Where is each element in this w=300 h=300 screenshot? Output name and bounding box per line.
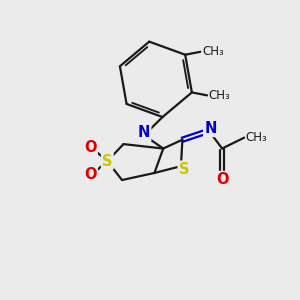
Text: O: O: [84, 140, 97, 155]
Text: CH₃: CH₃: [246, 131, 267, 144]
Text: S: S: [178, 162, 189, 177]
Text: S: S: [102, 154, 112, 169]
Text: N: N: [204, 121, 217, 136]
Text: O: O: [84, 167, 97, 182]
Text: N: N: [138, 125, 150, 140]
Text: CH₃: CH₃: [202, 45, 224, 58]
Text: CH₃: CH₃: [208, 89, 230, 102]
Text: O: O: [216, 172, 228, 187]
